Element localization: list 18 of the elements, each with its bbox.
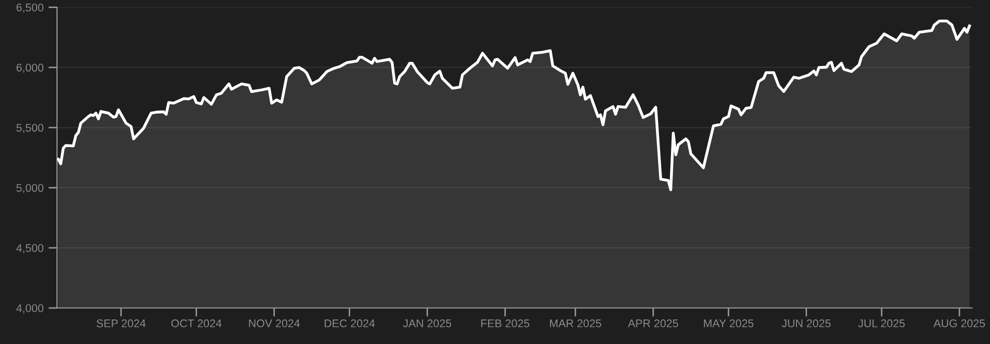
x-tick-label: MAR 2025 bbox=[550, 319, 602, 328]
x-tick-label: OCT 2024 bbox=[171, 319, 222, 328]
x-tick-label: AUG 2025 bbox=[934, 319, 985, 328]
x-tick-label: JAN 2025 bbox=[403, 319, 452, 328]
x-tick-label: NOV 2024 bbox=[249, 319, 300, 328]
y-tick-label: 6,500 bbox=[16, 4, 44, 13]
x-tick-label: APR 2025 bbox=[628, 319, 678, 328]
x-tick-label: JUN 2025 bbox=[782, 319, 831, 328]
x-tick-label: MAY 2025 bbox=[704, 319, 754, 328]
x-tick-label: JUL 2025 bbox=[858, 319, 905, 328]
y-tick-label: 6,000 bbox=[16, 64, 44, 73]
y-tick-label: 4,500 bbox=[16, 244, 44, 254]
x-tick-label: FEB 2025 bbox=[481, 319, 530, 328]
y-tick-label: 5,000 bbox=[16, 184, 44, 194]
x-tick-label: DEC 2024 bbox=[324, 319, 375, 328]
x-tick-label: SEP 2024 bbox=[96, 319, 146, 328]
y-tick-label: 5,500 bbox=[16, 124, 44, 134]
y-tick-label: 4,000 bbox=[16, 304, 44, 314]
